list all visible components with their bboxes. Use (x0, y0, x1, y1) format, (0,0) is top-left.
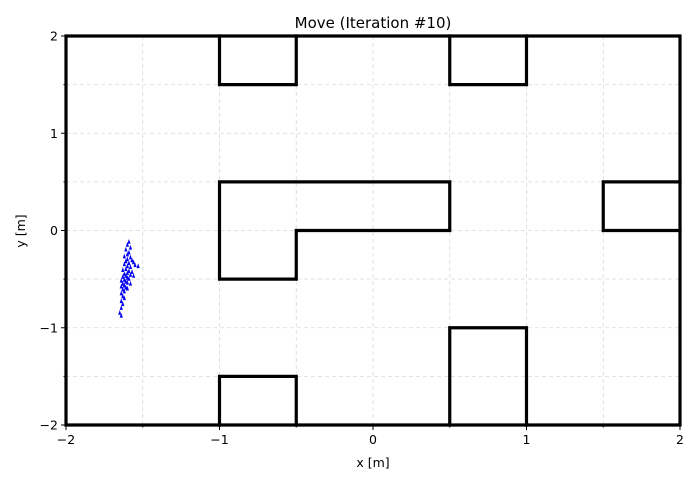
particle-marker (122, 276, 126, 282)
wall-segment (601, 180, 682, 233)
particle-marker (121, 293, 125, 299)
particle-marker (131, 259, 136, 265)
particle-marker (128, 254, 133, 260)
particle-marker (125, 279, 129, 285)
particle-marker (128, 244, 133, 250)
y-tick-label: −1 (40, 320, 58, 335)
particle-marker (127, 249, 131, 255)
x-tick-label: 2 (676, 432, 684, 447)
particle-marker (121, 267, 125, 272)
y-tick-label: 2 (50, 29, 58, 44)
particle-marker (133, 262, 137, 268)
wall-segment (448, 34, 529, 87)
x-tick-label: 1 (523, 432, 531, 447)
particle-marker (118, 309, 122, 315)
wall-segment (448, 326, 529, 427)
y-tick-label: 0 (50, 223, 58, 238)
x-axis-label: x [m] (356, 455, 389, 470)
particle-marker (130, 269, 134, 274)
particle-marker (121, 273, 125, 279)
x-tick-label: −2 (57, 432, 75, 447)
x-tick-label: 0 (369, 432, 377, 447)
particle-marker (128, 264, 133, 270)
particle-marker (127, 238, 131, 244)
particle-marker (122, 288, 126, 294)
particle-marker (119, 312, 123, 318)
wall-segment (217, 374, 298, 427)
axis-ticks: −2 −1 0 1 2 −2 −1 0 1 2 (40, 29, 684, 448)
particle-marker (119, 305, 123, 310)
particle-marker (119, 283, 123, 289)
particle-marker (128, 272, 133, 277)
particle-marker (127, 260, 131, 266)
particle-marker (125, 285, 129, 291)
particle-marker (124, 246, 128, 252)
particle-marker (119, 290, 123, 296)
particle-marker (122, 253, 126, 259)
y-tick-label: 1 (50, 126, 58, 141)
particle-marker (124, 258, 128, 264)
particle-marker (125, 241, 129, 247)
particle-marker (130, 257, 134, 263)
wall-segment (217, 180, 452, 281)
particle-marker (131, 273, 136, 278)
y-axis-label: y [m] (13, 214, 28, 247)
wall-segment (217, 34, 298, 87)
particle-marker (121, 286, 125, 292)
particle-marker (122, 271, 126, 276)
particle-marker (127, 268, 131, 273)
particle-marker (122, 295, 126, 301)
particle-marker (122, 261, 126, 267)
particle-marker (136, 263, 140, 269)
particle-marker (125, 270, 129, 275)
particle-marker (122, 282, 126, 288)
x-tick-label: −1 (210, 432, 228, 447)
chart-title: Move (Iteration #10) (295, 14, 452, 32)
y-tick-label: −2 (40, 418, 58, 433)
particle-marker (119, 298, 123, 304)
particle-cloud (118, 238, 140, 318)
particle-marker (128, 280, 133, 286)
particle-marker (125, 256, 129, 262)
particle-marker (121, 301, 125, 307)
particle-marker (124, 266, 128, 271)
particle-marker (124, 273, 128, 278)
particle-marker (125, 263, 129, 269)
particle-marker (119, 277, 123, 283)
particle-marker (127, 275, 131, 281)
particle-marker (121, 280, 125, 286)
particle-marker (125, 251, 129, 257)
